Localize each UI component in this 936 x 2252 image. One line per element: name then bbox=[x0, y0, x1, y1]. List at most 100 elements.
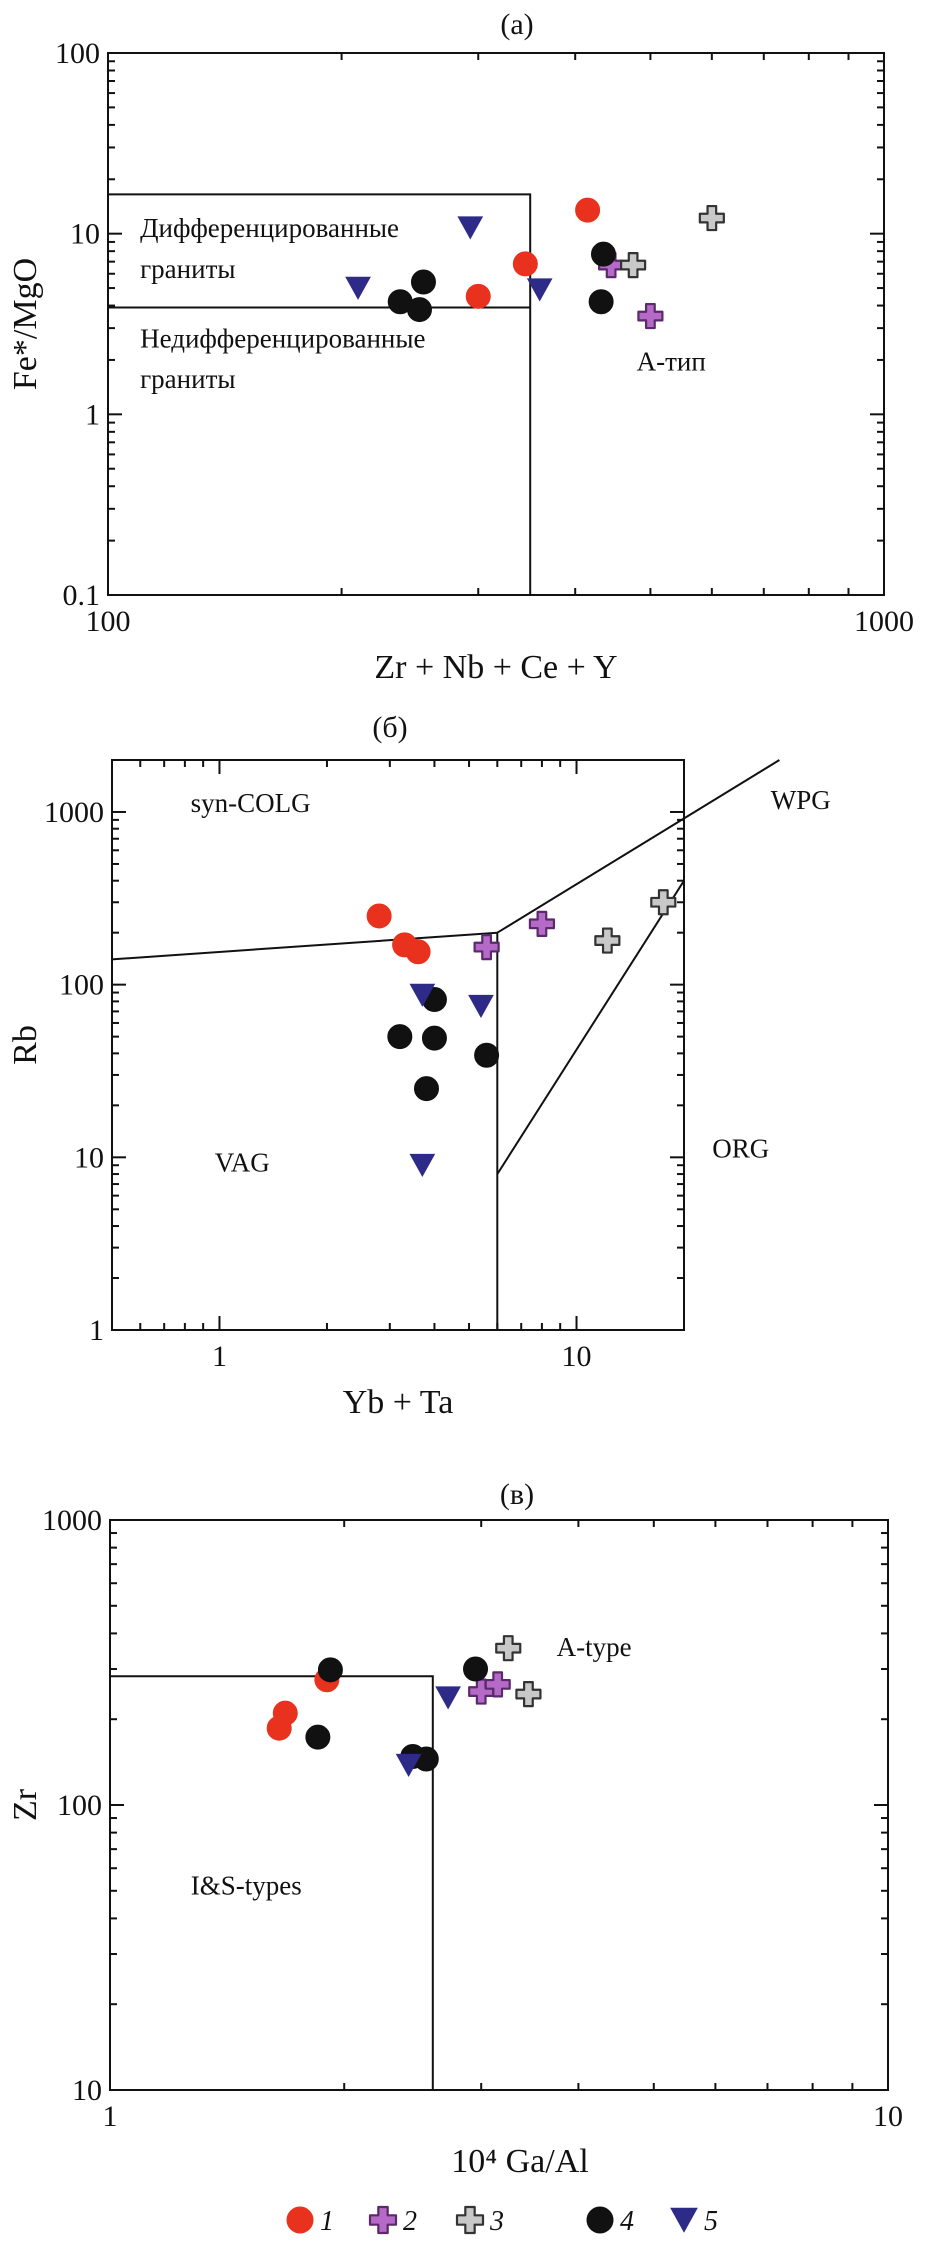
panel-b-ylabel: Rb bbox=[7, 1025, 44, 1065]
data-point-series-1 bbox=[405, 939, 431, 965]
panel-a-title: (а) bbox=[500, 8, 533, 41]
y-tick-label: 10 bbox=[70, 218, 100, 251]
data-point-series-4 bbox=[406, 297, 432, 323]
panel-c-ylabel: Zr bbox=[7, 1788, 44, 1821]
legend-label-2: 2 bbox=[403, 2206, 417, 2237]
panel-a-marks: 100 1000 0.1 1 10 100 Дифференцированные гранит… bbox=[55, 37, 914, 638]
x-tick-label: 10 bbox=[562, 1340, 592, 1373]
data-point-series-3 bbox=[620, 251, 647, 279]
y-tick-label: 100 bbox=[57, 1789, 102, 1822]
data-point-series-1 bbox=[366, 903, 392, 929]
panel-b-marks: 1 10 1 10 100 1000 syn-COLG WPG VAG ORG bbox=[44, 759, 831, 1373]
panel-a-ylabel: Fe*/MgO bbox=[7, 258, 44, 390]
field-label: A-type bbox=[557, 1632, 632, 1662]
data-point-series-5 bbox=[457, 216, 484, 240]
data-point-series-3 bbox=[594, 927, 621, 954]
data-point-series-4 bbox=[305, 1724, 331, 1750]
field-label: граниты bbox=[140, 254, 235, 284]
data-point-series-5 bbox=[409, 1153, 436, 1178]
data-point-series-5 bbox=[395, 1753, 422, 1777]
field-label: WPG bbox=[771, 785, 831, 815]
data-point-series-5 bbox=[345, 276, 371, 300]
data-point-series-4 bbox=[410, 269, 436, 295]
legend-marker-1 bbox=[286, 2206, 314, 2234]
field-label: ORG bbox=[712, 1133, 769, 1163]
data-point-series-4 bbox=[588, 289, 614, 315]
legend: 1 2 3 4 5 bbox=[286, 2205, 718, 2237]
data-point-series-5 bbox=[526, 278, 553, 302]
panel-b-title: (б) bbox=[372, 711, 407, 744]
y-tick-label: 0.1 bbox=[63, 579, 101, 612]
data-point-series-3 bbox=[650, 889, 677, 916]
field-label: syn-COLG bbox=[191, 788, 311, 818]
legend-marker-3 bbox=[455, 2205, 485, 2235]
x-tick-label: 1 bbox=[212, 1340, 227, 1373]
y-tick-label: 10 bbox=[74, 1141, 104, 1174]
field-label: VAG bbox=[215, 1147, 270, 1177]
field-label: I&S-types bbox=[191, 1871, 302, 1901]
data-point-series-4 bbox=[463, 1656, 489, 1682]
legend-label-3: 3 bbox=[489, 2206, 504, 2237]
field-boundary bbox=[496, 880, 685, 1175]
panel-c-xlabel: 10⁴ Ga/Al bbox=[451, 2143, 588, 2180]
y-tick-label: 10 bbox=[72, 2074, 102, 2107]
data-point-series-1 bbox=[575, 197, 601, 223]
x-tick-label: 100 bbox=[86, 605, 131, 638]
panel-b-xlabel: Yb + Ta bbox=[343, 1384, 454, 1421]
panel-a: (а) 100 1000 0.1 1 10 100 Дифференцированные гр… bbox=[7, 8, 914, 686]
legend-marker-5 bbox=[670, 2207, 698, 2233]
legend-marker-4 bbox=[586, 2206, 614, 2234]
tick-marks bbox=[109, 1519, 889, 2091]
data-point-series-2 bbox=[484, 1671, 511, 1698]
data-point-series-4 bbox=[421, 1025, 447, 1051]
panel-b: (б) 1 10 1 10 100 1000 syn-COLG WPG VAG ORG Yb + … bbox=[7, 711, 831, 1421]
x-tick-label: 1000 bbox=[854, 605, 914, 638]
data-point-series-1 bbox=[465, 283, 491, 309]
data-point-series-1 bbox=[512, 251, 538, 277]
data-point-series-3 bbox=[698, 204, 725, 232]
field-boundary bbox=[111, 931, 498, 961]
legend-label-5: 5 bbox=[704, 2206, 718, 2237]
tick-marks bbox=[107, 52, 885, 596]
data-point-series-1 bbox=[266, 1715, 292, 1741]
field-boundary bbox=[108, 193, 532, 595]
field-label: Недифференцированные bbox=[140, 323, 425, 353]
data-point-series-5 bbox=[409, 983, 436, 1007]
data-point-series-4 bbox=[413, 1076, 439, 1102]
x-tick-label: 10 bbox=[873, 2100, 903, 2133]
legend-label-1: 1 bbox=[320, 2206, 334, 2237]
data-point-series-5 bbox=[435, 1686, 461, 1710]
data-point-series-5 bbox=[468, 994, 494, 1019]
tick-marks bbox=[111, 759, 685, 1331]
data-point-series-4 bbox=[317, 1657, 343, 1683]
data-point-series-4 bbox=[474, 1042, 500, 1068]
y-tick-label: 100 bbox=[55, 37, 100, 70]
field-label: граниты bbox=[140, 364, 235, 394]
y-tick-label: 1000 bbox=[44, 796, 104, 829]
legend-label-4: 4 bbox=[620, 2206, 634, 2237]
data-point-series-2 bbox=[528, 910, 556, 937]
data-point-series-3 bbox=[495, 1635, 522, 1662]
legend-marker-2 bbox=[368, 2205, 398, 2235]
y-tick-label: 1000 bbox=[42, 1504, 102, 1537]
field-boundary bbox=[110, 1675, 434, 2090]
data-point-series-4 bbox=[590, 241, 616, 267]
panel-a-xlabel: Zr + Nb + Ce + Y bbox=[374, 649, 617, 686]
data-point-series-4 bbox=[387, 1024, 413, 1050]
data-point-series-2 bbox=[637, 302, 664, 330]
x-tick-label: 1 bbox=[103, 2100, 118, 2133]
panel-c-title: (в) bbox=[500, 1478, 534, 1511]
y-tick-label: 1 bbox=[89, 1314, 104, 1347]
y-tick-label: 100 bbox=[59, 969, 104, 1002]
panel-c-frame bbox=[109, 1519, 889, 2091]
data-point-series-2 bbox=[473, 933, 500, 961]
data-point-series-3 bbox=[515, 1680, 542, 1708]
field-label: Дифференцированные bbox=[140, 213, 399, 243]
panel-a-frame bbox=[107, 52, 885, 596]
field-label: А-тип bbox=[637, 346, 706, 376]
panel-b-frame bbox=[111, 759, 685, 1331]
field-boundary bbox=[496, 759, 780, 934]
